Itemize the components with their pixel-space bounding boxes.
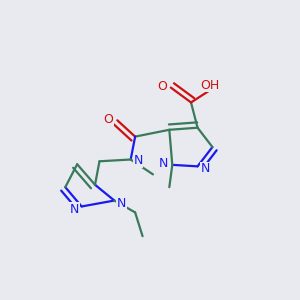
Text: N: N: [134, 154, 143, 167]
Text: N: N: [117, 197, 127, 210]
Text: O: O: [103, 113, 113, 126]
Text: OH: OH: [200, 79, 219, 92]
Text: N: N: [159, 158, 168, 170]
Text: N: N: [200, 162, 210, 175]
Text: O: O: [157, 80, 167, 93]
Text: N: N: [70, 203, 79, 216]
